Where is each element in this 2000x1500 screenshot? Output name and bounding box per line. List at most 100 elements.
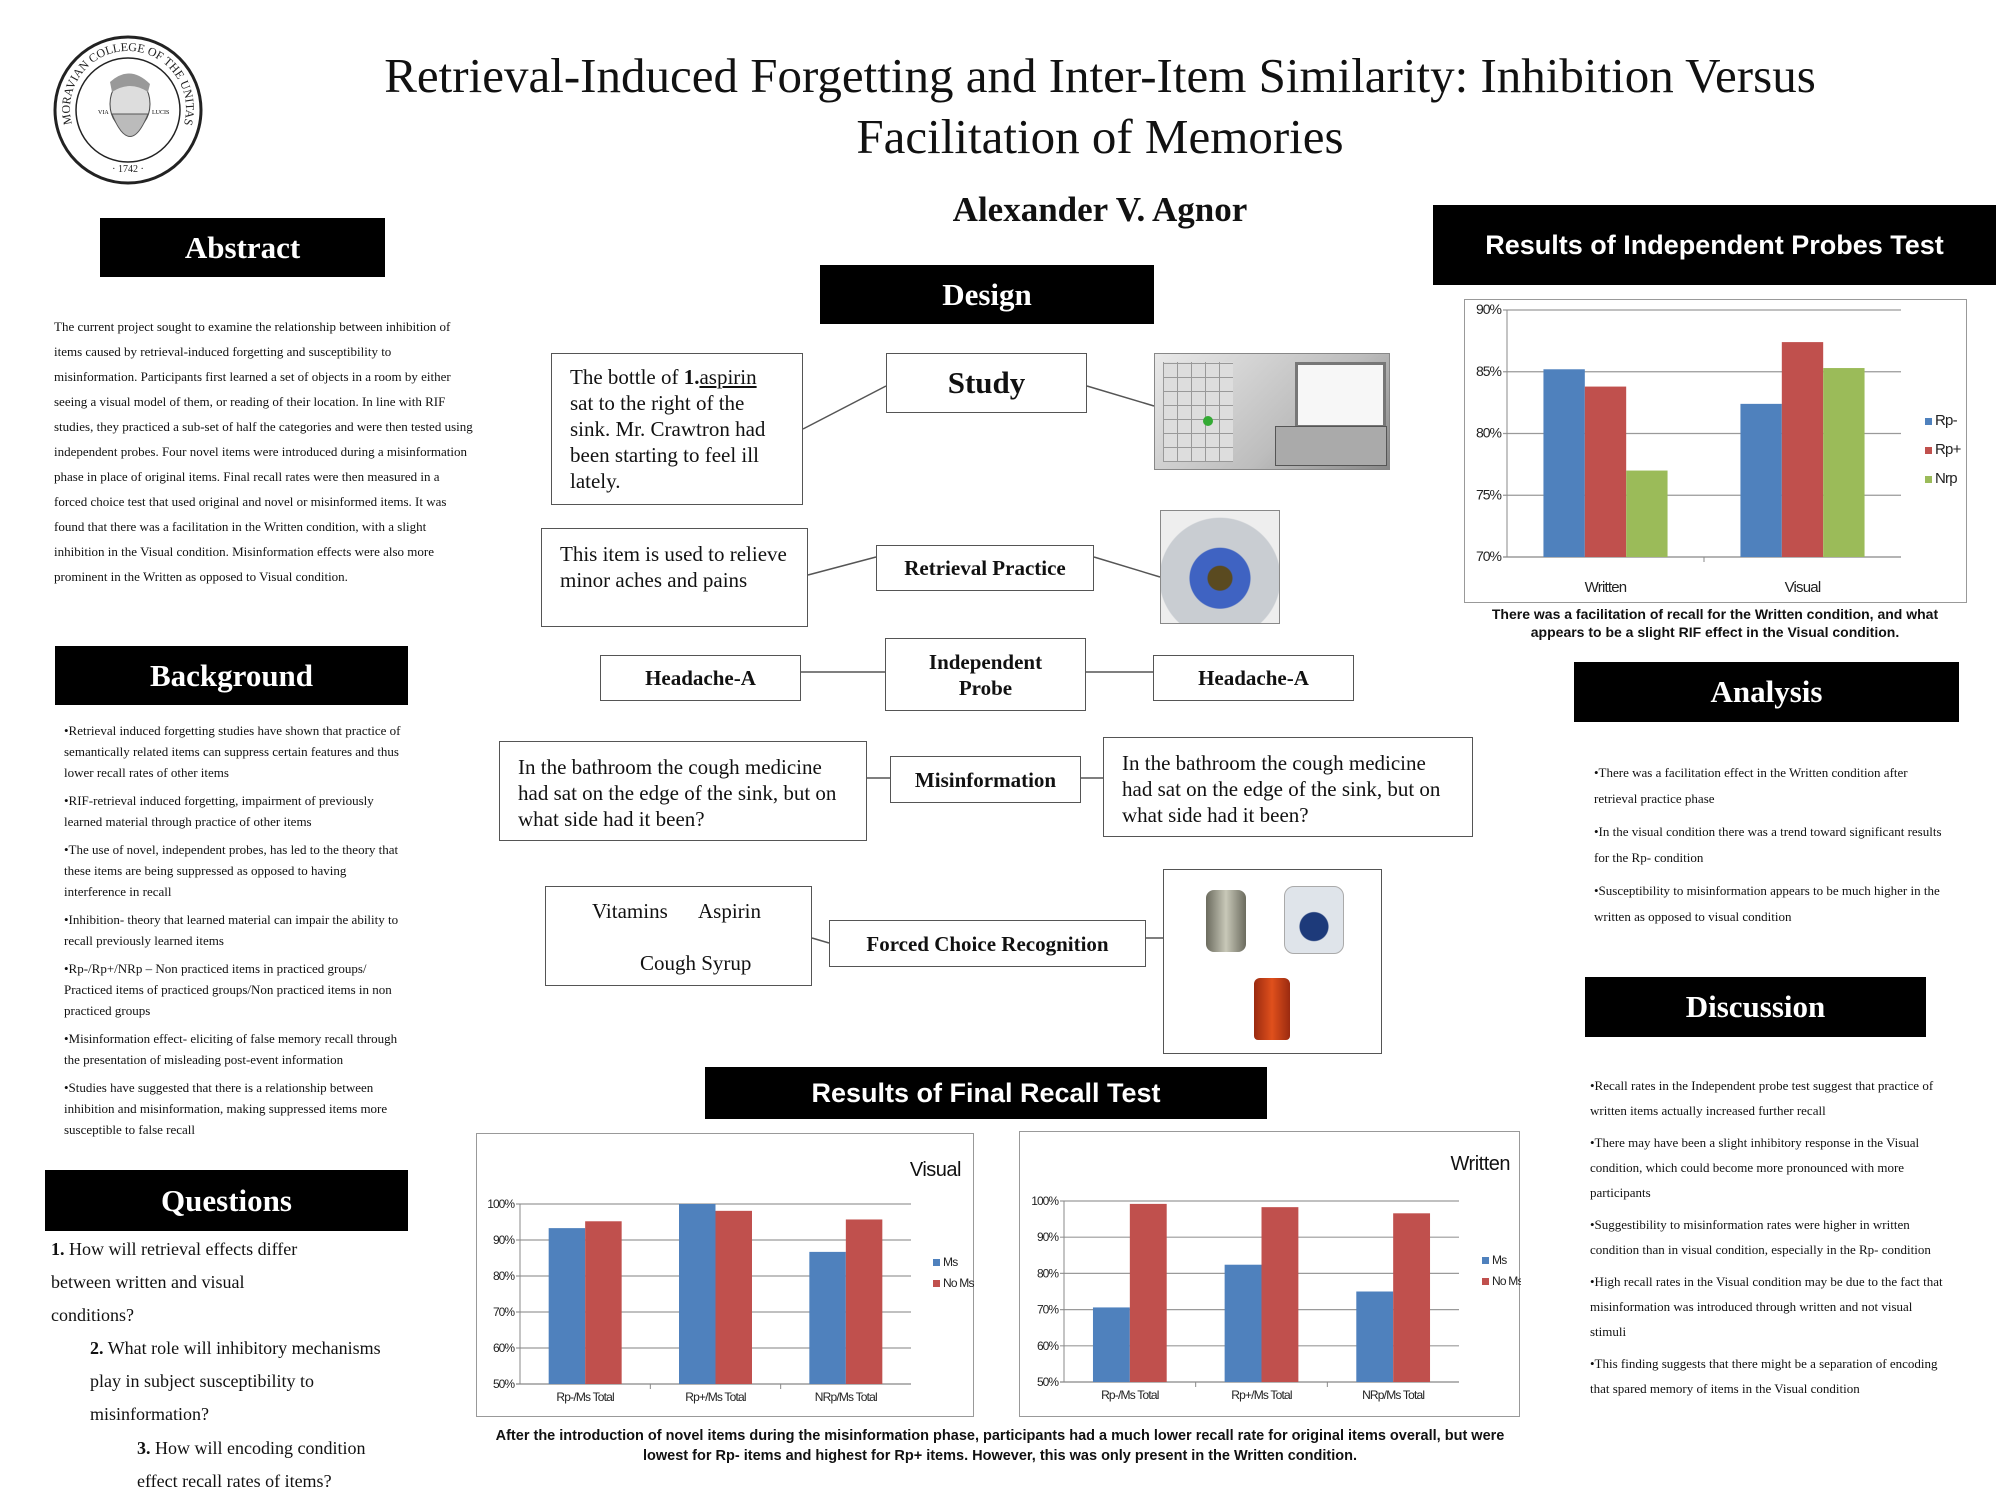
- x-category-label: Written: [1585, 579, 1627, 596]
- y-tick-label: 70%: [1037, 1303, 1059, 1317]
- misinformation-box: Misinformation: [890, 756, 1081, 803]
- background-item: •Inhibition- theory that learned materia…: [64, 912, 399, 948]
- aspirin-bottle-image: [1284, 886, 1344, 954]
- final-recall-heading: Results of Final Recall Test: [705, 1067, 1267, 1119]
- legend-label: Nrp: [1935, 470, 1957, 487]
- y-tick-label: 90%: [493, 1233, 515, 1247]
- chart-title: Visual: [910, 1159, 961, 1181]
- discussion-item: •Recall rates in the Independent probe t…: [1590, 1078, 1934, 1118]
- forced-choice-recognition-box: Forced Choice Recognition: [829, 920, 1146, 967]
- study-item-word: aspirin: [699, 365, 757, 389]
- forced-choice-options-box: Vitamins Aspirin Cough Syrup: [545, 886, 812, 986]
- analysis-heading: Analysis: [1574, 662, 1959, 722]
- question-1: 1. How will retrieval effects differ bet…: [51, 1233, 321, 1332]
- question-text: How will encoding condition effect recal…: [137, 1438, 366, 1491]
- background-item: •Misinformation effect- eliciting of fal…: [64, 1031, 398, 1067]
- y-tick-label: 50%: [1037, 1375, 1059, 1389]
- discussion-list: •Recall rates in the Independent probe t…: [1590, 1073, 1950, 1408]
- written-recall-chart-svg: 50% 60% 70% 80% 90% 100% Rp-/Ms Total Rp+/Ms To…: [1031, 1153, 1521, 1402]
- question-number: 1.: [51, 1239, 65, 1259]
- svg-text:· 1742 ·: · 1742 ·: [112, 164, 144, 175]
- study-box: Study: [886, 353, 1087, 413]
- x-category-label: NRp/Ms Total: [1362, 1388, 1424, 1402]
- y-tick-label: 80%: [1037, 1266, 1059, 1280]
- study-item-number: 1.: [683, 365, 700, 389]
- analysis-item: •Susceptibility to misinformation appear…: [1594, 883, 1940, 924]
- legend-label: Ms: [943, 1255, 958, 1269]
- poster-title: Retrieval-Induced Forgetting and Inter-I…: [300, 45, 1900, 167]
- y-tick-label: 85%: [1476, 363, 1502, 379]
- background-list: •Retrieval induced forgetting studies ha…: [64, 720, 404, 1147]
- y-tick-label: 100%: [1031, 1194, 1059, 1208]
- visual-recall-chart: 50% 60% 70% 80% 90% 100% Rp-/Ms Total Rp+/Ms To…: [476, 1133, 975, 1417]
- discussion-item: •High recall rates in the Visual conditi…: [1590, 1274, 1943, 1339]
- analysis-list: •There was a facilitation effect in the …: [1594, 760, 1949, 937]
- bar-ms: [809, 1251, 846, 1384]
- legend-swatch: [1925, 476, 1932, 483]
- bathroom-image: [1154, 353, 1390, 470]
- independent-probes-caption: There was a facilitation of recall for t…: [1491, 606, 1939, 640]
- bar-ms: [548, 1228, 586, 1384]
- author-name: Alexander V. Agnor: [952, 190, 1248, 229]
- study-text-box: The bottle of 1.aspirin sat to the right…: [551, 353, 803, 505]
- background-item: •The use of novel, independent probes, h…: [64, 842, 399, 899]
- background-item: •Studies have suggested that there is a …: [64, 1080, 388, 1137]
- svg-text:VIA: VIA: [98, 110, 109, 116]
- legend-swatch: [1482, 1257, 1489, 1264]
- abstract-heading: Abstract: [100, 218, 385, 277]
- bar-nrp: [1626, 470, 1668, 557]
- choice-vitamins: Vitamins: [592, 899, 668, 923]
- bar-noms: [1393, 1213, 1431, 1382]
- x-category-label: Rp-/Ms Total: [1101, 1388, 1159, 1402]
- legend-swatch: [933, 1280, 940, 1287]
- y-tick-label: 60%: [1037, 1339, 1059, 1353]
- independent-probes-chart-svg: 70% 75% 80% 85% 90% Written Visual Rp- Rp+ Nrp: [1476, 301, 1962, 596]
- final-recall-caption: After the introduction of novel items du…: [495, 1428, 1505, 1464]
- y-tick-label: 100%: [487, 1197, 515, 1211]
- question-number: 2.: [90, 1338, 104, 1358]
- legend-swatch: [1482, 1278, 1489, 1285]
- background-item: •Rp-/Rp+/NRp – Non practiced items in pr…: [64, 961, 392, 1018]
- background-item: •RIF-retrieval induced forgetting, impai…: [64, 793, 374, 829]
- bar-ms: [1224, 1264, 1262, 1382]
- x-category-label: Visual: [1785, 579, 1821, 596]
- misinformation-text-right: In the bathroom the cough medicine had s…: [1103, 737, 1473, 837]
- bar-rp: [1543, 369, 1585, 557]
- vitamins-bottle-image: [1206, 890, 1246, 952]
- legend-label: No Ms: [1492, 1274, 1521, 1288]
- choice-aspirin: Aspirin: [698, 899, 761, 923]
- discussion-item: •This finding suggests that there might …: [1590, 1356, 1938, 1396]
- discussion-item: •There may have been a slight inhibitory…: [1590, 1135, 1920, 1200]
- questions-heading: Questions: [45, 1170, 408, 1231]
- legend-label: No Ms: [943, 1276, 974, 1290]
- probe-cue-left: Headache-A: [600, 655, 801, 701]
- bar-noms: [1261, 1207, 1299, 1382]
- cough-syrup-bottle-image: [1254, 978, 1290, 1040]
- bar-rp: [1781, 342, 1824, 557]
- legend-swatch: [1925, 418, 1932, 425]
- independent-probes-heading: Results of Independent Probes Test: [1433, 205, 1996, 285]
- bar-rp: [1740, 403, 1782, 557]
- college-seal-logo: MORAVIAN COLLEGE OF THE UNITAS FRATRUM ·…: [47, 23, 204, 186]
- design-heading: Design: [820, 265, 1154, 324]
- background-item: •Retrieval induced forgetting studies ha…: [64, 723, 401, 780]
- question-text: How will retrieval effects differ betwee…: [51, 1239, 298, 1325]
- aspirin-bottle-image: [1160, 510, 1280, 624]
- legend-label: Rp-: [1935, 412, 1958, 429]
- analysis-item: •There was a facilitation effect in the …: [1594, 765, 1908, 806]
- bar-ms: [1092, 1307, 1130, 1382]
- bar-rp: [1584, 386, 1627, 557]
- legend-label: Ms: [1492, 1253, 1507, 1267]
- discussion-heading: Discussion: [1585, 977, 1926, 1037]
- question-text: What role will inhibitory mechanisms pla…: [90, 1338, 381, 1424]
- y-tick-label: 50%: [493, 1377, 515, 1391]
- discussion-item: •Suggestibility to misinformation rates …: [1590, 1217, 1931, 1257]
- x-category-label: Rp+/Ms Total: [1231, 1388, 1292, 1402]
- abstract-text: The current project sought to examine th…: [54, 319, 473, 584]
- independent-probes-chart: 70% 75% 80% 85% 90% Written Visual Rp- Rp+ Nrp: [1464, 299, 1967, 603]
- title-line-2: Facilitation of Memories: [856, 109, 1344, 164]
- question-2: 2. What role will inhibitory mechanisms …: [90, 1332, 410, 1431]
- written-recall-chart: 50% 60% 70% 80% 90% 100% Rp-/Ms Total Rp+/Ms To…: [1019, 1131, 1521, 1417]
- question-number: 3.: [137, 1438, 151, 1458]
- question-3: 3. How will encoding condition effect re…: [137, 1432, 397, 1498]
